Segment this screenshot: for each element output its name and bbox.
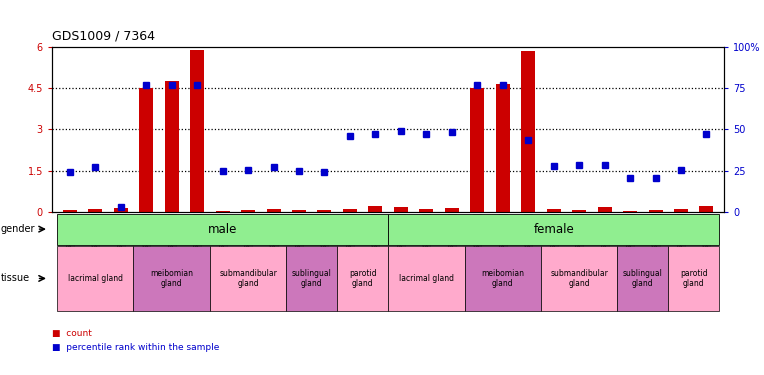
Bar (267, 209, 280, 212)
Bar (388, 214, 719, 244)
Bar (63, 210, 77, 212)
Bar (572, 210, 586, 212)
Text: GSM25999: GSM25999 (652, 214, 659, 253)
Bar (292, 210, 306, 212)
Bar (57, 214, 388, 244)
Bar (241, 210, 255, 212)
Bar (419, 209, 433, 212)
Text: lacrimal gland: lacrimal gland (68, 274, 123, 283)
Text: GSM27178: GSM27178 (118, 214, 124, 253)
Text: parotid
gland: parotid gland (680, 269, 707, 288)
Bar (674, 209, 688, 212)
Text: submandibular
gland: submandibular gland (219, 269, 277, 288)
Bar (496, 84, 510, 212)
Bar (165, 81, 179, 212)
Bar (215, 210, 229, 212)
Text: GSM27180: GSM27180 (500, 214, 506, 253)
Text: GSM25994: GSM25994 (601, 214, 607, 252)
Text: GSM26001: GSM26001 (322, 214, 328, 253)
Text: meibomian
gland: meibomian gland (481, 269, 524, 288)
Text: GSM25995: GSM25995 (219, 214, 225, 252)
Bar (368, 206, 382, 212)
Bar (57, 246, 134, 311)
Bar (286, 246, 337, 311)
Bar (547, 209, 561, 212)
Text: GSM25998: GSM25998 (627, 214, 633, 253)
Text: tissue: tissue (1, 273, 30, 284)
Text: GSM26000: GSM26000 (296, 214, 302, 253)
Text: GSM27175: GSM27175 (448, 214, 455, 253)
Text: GSM25992: GSM25992 (551, 214, 557, 252)
Bar (623, 210, 637, 212)
Text: sublingual
gland: sublingual gland (292, 269, 332, 288)
Text: GSM27181: GSM27181 (143, 214, 149, 253)
Text: GSM25996: GSM25996 (245, 214, 251, 253)
Text: gender: gender (1, 224, 35, 234)
Bar (114, 208, 128, 212)
Bar (649, 210, 662, 212)
Text: GSM26004: GSM26004 (347, 214, 353, 253)
Text: GSM27179: GSM27179 (474, 214, 481, 253)
Text: GSM27183: GSM27183 (194, 214, 200, 253)
Text: meibomian
gland: meibomian gland (151, 269, 193, 288)
Text: parotid
gland: parotid gland (349, 269, 377, 288)
Bar (700, 206, 714, 212)
Text: GSM26002: GSM26002 (678, 214, 684, 253)
Bar (617, 246, 668, 311)
Text: GSM26005: GSM26005 (372, 214, 378, 253)
Text: submandibular
gland: submandibular gland (550, 269, 608, 288)
Text: male: male (208, 223, 238, 236)
Text: GSM25997: GSM25997 (270, 214, 277, 253)
Text: sublingual
gland: sublingual gland (623, 269, 662, 288)
Bar (388, 246, 465, 311)
Bar (394, 207, 408, 212)
Bar (668, 246, 719, 311)
Bar (465, 246, 541, 311)
Bar (521, 51, 535, 212)
Text: GSM27174: GSM27174 (423, 214, 429, 253)
Bar (343, 209, 357, 212)
Bar (139, 88, 153, 212)
Bar (190, 50, 204, 212)
Text: GSM25993: GSM25993 (576, 214, 582, 253)
Text: GDS1009 / 7364: GDS1009 / 7364 (52, 29, 155, 42)
Bar (445, 208, 458, 212)
Bar (318, 210, 332, 212)
Bar (597, 207, 611, 212)
Text: lacrimal gland: lacrimal gland (399, 274, 454, 283)
Bar (88, 209, 102, 212)
Bar (134, 246, 210, 311)
Text: female: female (533, 223, 574, 236)
Bar (470, 88, 484, 212)
Text: GSM27176: GSM27176 (66, 214, 73, 253)
Bar (210, 246, 286, 311)
Text: ■  percentile rank within the sample: ■ percentile rank within the sample (52, 343, 219, 352)
Bar (337, 246, 388, 311)
Text: GSM27182: GSM27182 (169, 214, 175, 253)
Text: GSM27177: GSM27177 (92, 214, 99, 253)
Bar (541, 246, 617, 311)
Text: GSM27173: GSM27173 (398, 214, 404, 253)
Text: GSM27184: GSM27184 (525, 214, 531, 253)
Text: GSM26003: GSM26003 (704, 214, 710, 253)
Text: ■  count: ■ count (52, 329, 92, 338)
